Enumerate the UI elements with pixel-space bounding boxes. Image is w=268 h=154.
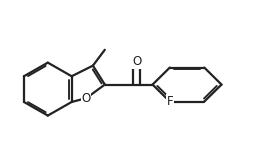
Text: F: F bbox=[166, 95, 173, 108]
Text: O: O bbox=[132, 55, 141, 68]
Text: O: O bbox=[82, 92, 91, 105]
